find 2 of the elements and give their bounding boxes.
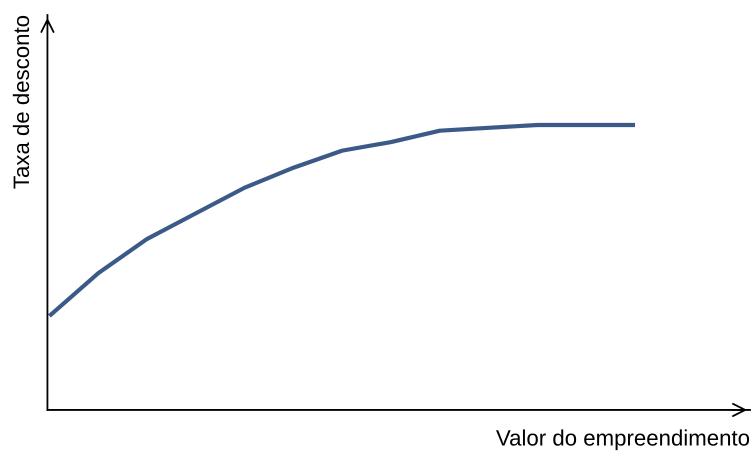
x-axis-title: Valor do empreendimento: [496, 429, 750, 450]
y-axis-title: Taxa de desconto: [12, 16, 30, 189]
